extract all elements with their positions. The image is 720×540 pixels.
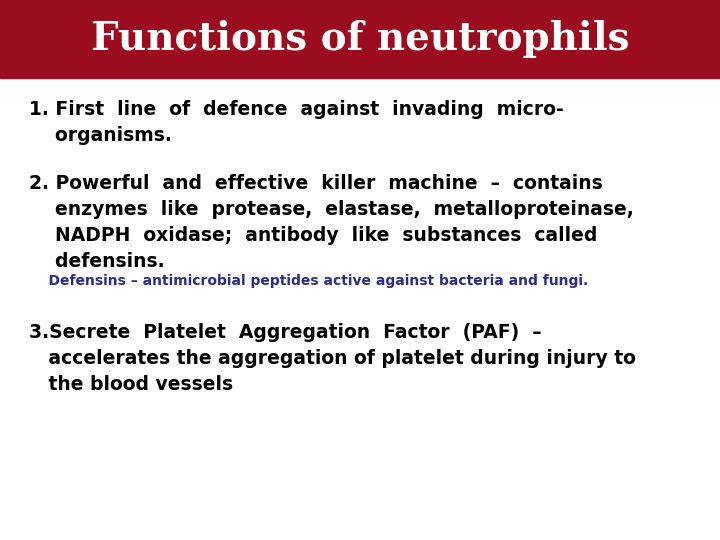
Text: Functions of neutrophils: Functions of neutrophils — [91, 20, 629, 58]
FancyBboxPatch shape — [0, 0, 720, 78]
Text: 2. Powerful  and  effective  killer  machine  –  contains: 2. Powerful and effective killer machine… — [29, 174, 603, 193]
Text: accelerates the aggregation of platelet during injury to: accelerates the aggregation of platelet … — [29, 349, 636, 368]
Text: 1. First  line  of  defence  against  invading  micro-: 1. First line of defence against invadin… — [29, 100, 564, 119]
Text: 3.Secrete  Platelet  Aggregation  Factor  (PAF)  –: 3.Secrete Platelet Aggregation Factor (P… — [29, 323, 541, 342]
Text: NADPH  oxidase;  antibody  like  substances  called: NADPH oxidase; antibody like substances … — [29, 226, 597, 245]
Text: defensins.: defensins. — [29, 252, 164, 271]
Text: Defensins – antimicrobial peptides active against bacteria and fungi.: Defensins – antimicrobial peptides activ… — [29, 274, 588, 288]
Text: the blood vessels: the blood vessels — [29, 375, 233, 394]
Text: enzymes  like  protease,  elastase,  metalloproteinase,: enzymes like protease, elastase, metallo… — [29, 200, 634, 219]
Text: organisms.: organisms. — [29, 126, 171, 145]
